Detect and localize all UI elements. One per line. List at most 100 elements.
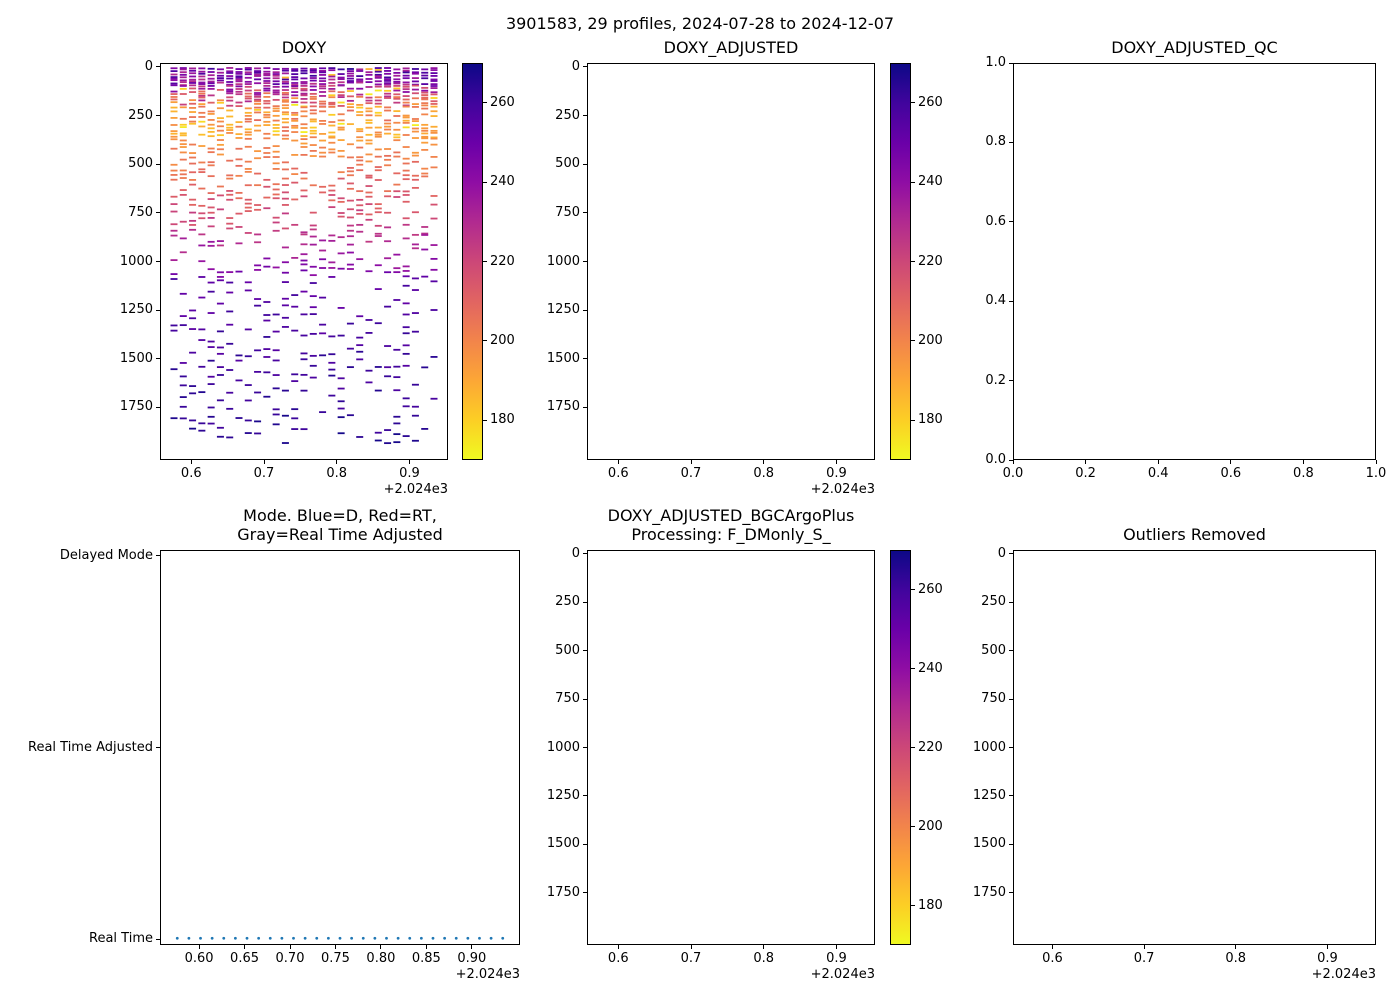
y-tick-label: 750 — [555, 691, 580, 707]
x-tick-label: 0.6 — [1220, 466, 1242, 481]
x-tick-label: 0.8 — [753, 466, 775, 481]
colorbar-doxy-adjusted-bgc — [890, 550, 911, 945]
colorbar-tick-label: 220 — [918, 253, 943, 269]
y-tick — [1009, 601, 1013, 603]
y-tick-label: 250 — [981, 594, 1006, 610]
x-tick-label: 0.4 — [1147, 466, 1169, 481]
x-tick — [336, 460, 338, 464]
x-tick-label: 0.7 — [680, 951, 702, 966]
x-tick — [835, 460, 837, 464]
x-tick — [763, 460, 765, 464]
colorbar-tick — [911, 181, 915, 183]
y-tick — [1009, 650, 1013, 652]
panel-title-doxy-adjusted-bgc: DOXY_ADJUSTED_BGCArgoPlus Processing: F_… — [607, 505, 855, 545]
y-tick-label: 1000 — [972, 739, 1006, 755]
y-tick — [1009, 747, 1013, 748]
colorbar-tick-label: 180 — [490, 412, 515, 428]
y-tick-label: 750 — [555, 204, 580, 220]
axes-doxy-adjusted-bgc — [587, 550, 875, 945]
panel-title-doxy-adjusted-qc: DOXY_ADJUSTED_QC — [1111, 38, 1278, 58]
x-tick — [1051, 945, 1053, 949]
x-tick — [244, 945, 246, 949]
y-tick-label: 0.0 — [985, 452, 1006, 467]
y-tick — [1009, 553, 1013, 555]
y-tick — [156, 406, 160, 408]
y-tick — [1009, 459, 1013, 461]
x-tick-label: 0.6 — [1042, 951, 1063, 966]
y-tick — [1009, 892, 1013, 894]
x-tick — [1326, 945, 1328, 949]
x-tick — [617, 945, 619, 949]
panel-title-mode: Mode. Blue=D, Red=RT, Gray=Real Time Adj… — [237, 505, 443, 545]
y-tick — [1009, 380, 1013, 382]
x-tick-label: 0.6 — [607, 466, 629, 481]
x-axis-offset-label: +2.024e3 — [810, 967, 875, 982]
y-tick-label: 0 — [571, 58, 580, 74]
y-tick-label: 0 — [144, 58, 153, 74]
y-tick-label: 0.6 — [985, 213, 1006, 229]
y-tick — [583, 163, 587, 165]
colorbar-tick — [911, 589, 915, 590]
panel-title-doxy: DOXY — [281, 38, 327, 58]
colorbar-tick-label: 240 — [918, 660, 943, 676]
colorbar-tick-label: 200 — [918, 332, 943, 348]
y-tick — [1009, 141, 1013, 143]
x-tick-label: 0.7 — [680, 466, 702, 481]
x-tick-label: 0.90 — [457, 951, 487, 966]
y-tick-label: 500 — [555, 642, 580, 658]
y-tick-label: 1500 — [546, 350, 580, 366]
colorbar-tick — [911, 102, 915, 104]
y-tick-label: 1750 — [546, 884, 580, 900]
x-tick — [380, 945, 382, 949]
x-tick — [190, 460, 192, 464]
colorbar-tick-label: 260 — [918, 581, 943, 597]
doxy-scatter-canvas — [161, 64, 447, 459]
y-tick-label: 1000 — [546, 739, 580, 755]
y-tick-label: 1500 — [119, 350, 153, 366]
x-tick-label: 0.6 — [180, 466, 202, 481]
x-tick — [1157, 460, 1159, 464]
colorbar-tick — [483, 419, 487, 421]
x-tick — [408, 460, 410, 464]
y-tick — [1009, 843, 1013, 845]
mode-scatter-canvas — [161, 551, 519, 944]
x-tick-label: 0.8 — [1293, 466, 1314, 481]
y-tick — [1009, 698, 1013, 700]
x-tick-label: 0.85 — [411, 951, 441, 966]
colorbar-tick — [911, 340, 915, 342]
y-tick — [583, 795, 587, 797]
x-tick-label: 0.2 — [1075, 466, 1096, 481]
y-tick-label: 0.4 — [985, 293, 1006, 309]
x-tick-label: 0.0 — [1002, 466, 1024, 481]
y-tick-label: 250 — [555, 594, 580, 610]
x-tick-label: 0.80 — [366, 951, 396, 966]
y-tick — [583, 309, 587, 311]
x-tick-label: 0.8 — [753, 951, 775, 966]
x-tick-label: 0.70 — [275, 951, 305, 966]
panel-title-doxy-adjusted: DOXY_ADJUSTED — [663, 38, 799, 58]
y-tick-label: 250 — [555, 107, 580, 123]
y-tick — [1009, 300, 1013, 302]
y-tick — [583, 843, 587, 845]
y-tick — [583, 650, 587, 652]
y-tick — [156, 115, 160, 117]
x-axis-offset-label: +2.024e3 — [1311, 967, 1376, 982]
y-category-label: Delayed Mode — [59, 547, 153, 563]
x-tick — [835, 945, 837, 949]
y-tick-label: 1.0 — [985, 55, 1006, 70]
x-tick-label: 0.8 — [1225, 951, 1247, 966]
y-tick — [583, 601, 587, 603]
x-tick-label: 0.7 — [253, 466, 275, 481]
x-tick-label: 0.65 — [230, 951, 259, 966]
y-tick-label: 1250 — [546, 302, 580, 318]
colorbar-tick-label: 260 — [918, 94, 943, 110]
x-tick-label: 0.9 — [1317, 951, 1338, 966]
y-category-label: Real Time — [89, 931, 153, 947]
y-tick-label: 750 — [128, 204, 153, 220]
x-tick — [690, 945, 692, 949]
y-tick-label: 1750 — [972, 884, 1006, 900]
y-tick-label: 250 — [128, 107, 153, 123]
x-tick — [617, 460, 619, 464]
y-tick-label: 1750 — [119, 399, 153, 415]
y-tick-label: 1250 — [972, 787, 1006, 803]
